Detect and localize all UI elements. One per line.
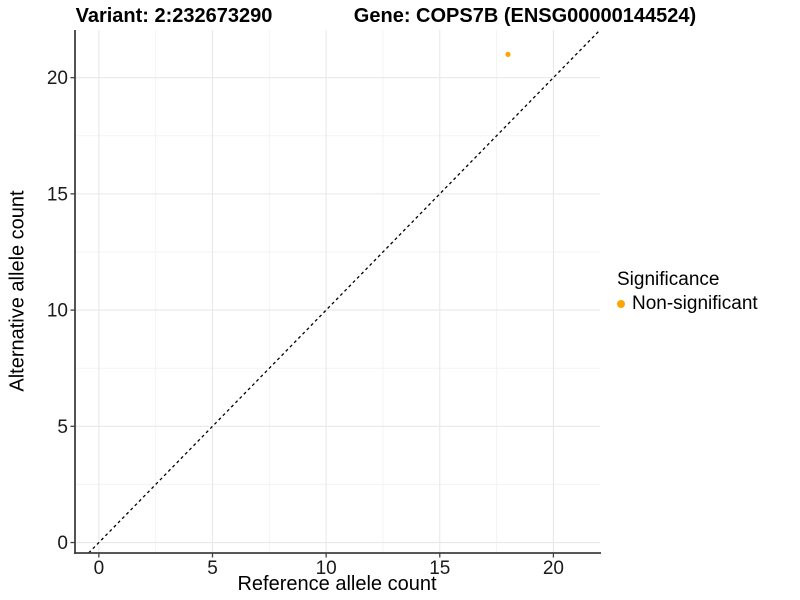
x-tick-label: 20 [543,558,564,579]
legend-item-label: Non-significant [632,293,758,314]
x-axis-title: Reference allele count [237,573,437,595]
legend: Significance Non-significant [617,268,758,316]
legend-item: Non-significant [617,292,758,316]
variant-title: Variant: 2:232673290 [75,5,273,27]
x-tick-label: 15 [429,558,450,579]
x-tick-label: 5 [207,558,218,579]
y-tick-label: 0 [57,533,68,554]
x-tick-label: 0 [94,558,105,579]
identity-line [88,29,601,554]
legend-title: Significance [617,269,720,290]
legend-key-dot-icon [617,300,625,308]
y-tick-label: 5 [57,417,68,438]
y-tick-label: 15 [47,184,68,205]
y-tick-label: 20 [47,68,68,89]
gene-title: Gene: COPS7B (ENSG00000144524) [353,5,697,27]
x-tick-label: 10 [316,558,337,579]
y-tick-label: 10 [47,301,68,322]
data-point [505,51,511,58]
y-axis-title: Alternative allele count [6,190,29,392]
